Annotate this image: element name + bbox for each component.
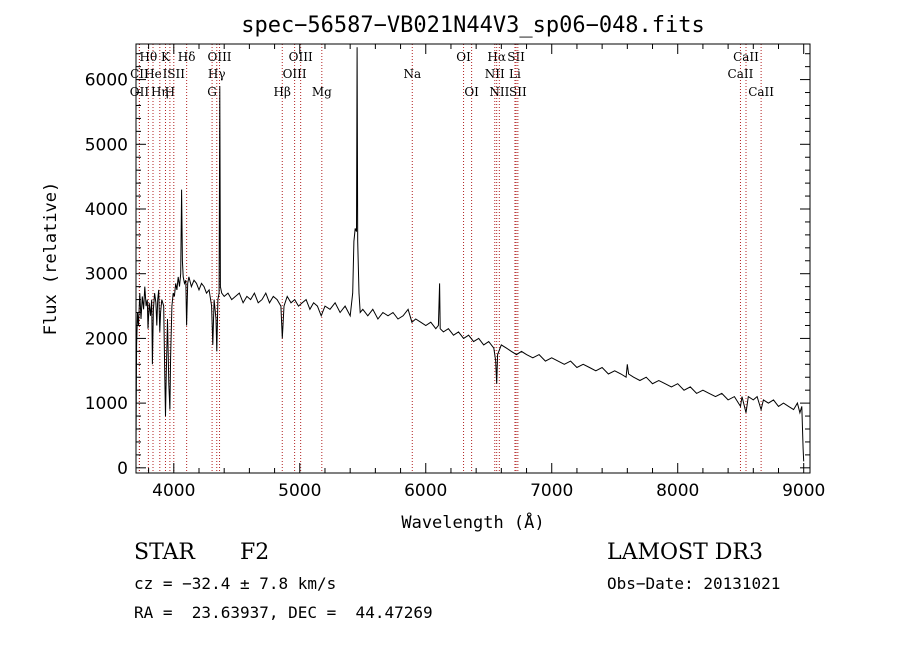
object-subclass: F2 bbox=[240, 540, 270, 565]
flux-series-line bbox=[135, 47, 805, 462]
spectral-line-label: OI bbox=[456, 50, 471, 64]
spectral-line-label: Hθ bbox=[139, 50, 157, 64]
object-type: STAR bbox=[134, 540, 195, 565]
sky-coordinates: RA = 23.63937, DEC = 44.47269 bbox=[134, 603, 433, 622]
spectral-line-label: OIII bbox=[289, 50, 313, 64]
redshift-velocity: cz = −32.4 ± 7.8 km/s bbox=[134, 574, 337, 593]
spectral-line-label: Hα bbox=[487, 50, 506, 64]
x-tick-label: 7000 bbox=[530, 481, 573, 501]
spectral-line-label: H bbox=[165, 85, 175, 99]
spectral-line-label: CaII bbox=[733, 50, 759, 64]
spectral-line-label: ISII bbox=[163, 67, 186, 81]
spectral-line-label: CaII bbox=[748, 85, 774, 99]
x-axis-label: Wavelength (Å) bbox=[401, 511, 544, 533]
y-axis-label: Flux (relative) bbox=[41, 182, 61, 336]
spectral-line-label: Hδ bbox=[178, 50, 196, 64]
x-tick-label: 9000 bbox=[782, 481, 825, 501]
spectral-line-label: SII bbox=[507, 50, 525, 64]
y-tick-label: 1000 bbox=[85, 394, 128, 414]
spectral-line-label: G bbox=[207, 85, 217, 99]
x-tick-label: 5000 bbox=[278, 481, 321, 501]
plot-frame bbox=[135, 43, 811, 474]
spectral-line-label: OII bbox=[130, 85, 150, 99]
y-tick-label: 3000 bbox=[85, 265, 128, 285]
observation-date: Obs−Date: 20131021 bbox=[607, 574, 781, 593]
y-tick-label: 6000 bbox=[85, 71, 128, 91]
x-tick-label: 8000 bbox=[656, 481, 699, 501]
spectral-line-label: Hη bbox=[151, 85, 169, 99]
y-tick-label: 4000 bbox=[85, 200, 128, 220]
spectral-line-label: He bbox=[144, 67, 162, 81]
spectral-line-label: K bbox=[161, 50, 171, 64]
x-tick-label: 4000 bbox=[152, 481, 195, 501]
axis-ticks: 4000 5000 6000 7000 8000 9000 0 1000 2000 3000 400… bbox=[85, 44, 825, 501]
spectral-line-label: NII bbox=[489, 85, 509, 99]
survey-release: LAMOST DR3 bbox=[607, 540, 763, 565]
spectral-line-label: Li bbox=[509, 67, 521, 81]
spectral-line-label: Mg bbox=[312, 85, 332, 99]
x-tick-label: 6000 bbox=[404, 481, 447, 501]
spectral-line-label: NII bbox=[485, 67, 505, 81]
spectrum-chart: spec−56587−VB021N44V3_sp06−048.fits CIIO… bbox=[41, 13, 825, 533]
spectral-line-label: OIII bbox=[207, 50, 231, 64]
spectral-line-label: SII bbox=[509, 85, 527, 99]
chart-title: spec−56587−VB021N44V3_sp06−048.fits bbox=[241, 13, 705, 38]
spectral-line-label: OIII bbox=[283, 67, 307, 81]
y-tick-label: 0 bbox=[117, 459, 128, 479]
spectral-line-label: OI bbox=[464, 85, 479, 99]
spectral-line-label: CaII bbox=[728, 67, 754, 81]
spectral-line-label: Na bbox=[403, 67, 421, 81]
y-tick-label: 5000 bbox=[85, 135, 128, 155]
spectral-line-label: Hγ bbox=[208, 67, 226, 81]
y-tick-label: 2000 bbox=[85, 329, 128, 349]
spectral-line-label: Hβ bbox=[274, 85, 291, 99]
